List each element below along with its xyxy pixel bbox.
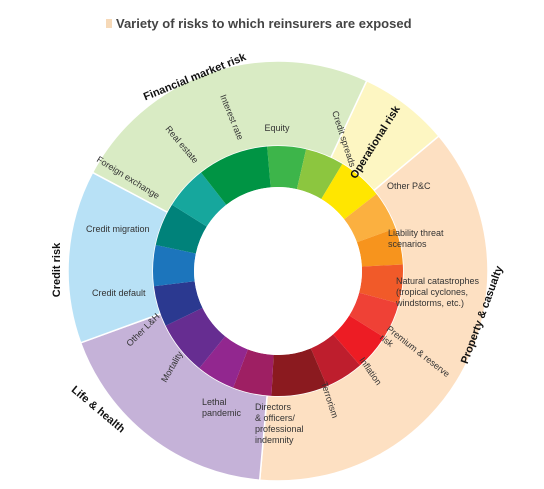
segment-label-liability: Liability threat scenarios [388, 228, 444, 249]
segment-label-credit-migration: Credit migration [86, 224, 150, 234]
segment-ring [153, 146, 404, 397]
segment-mortality [199, 336, 248, 388]
segment-label-lethal-pandemic: Lethal pandemic [202, 397, 242, 418]
center-hole [194, 187, 362, 355]
title-marker [106, 19, 112, 28]
segment-label-credit-default: Credit default [92, 288, 146, 298]
segment-terrorism [310, 334, 361, 387]
segment-label-natcat: Natural catastrophes (tropical cyclones, w… [395, 276, 480, 308]
segment-credit-migration [153, 245, 196, 287]
chart-title-text: Variety of risks to which reinsurers are… [116, 16, 412, 31]
segment-liability [356, 228, 403, 267]
segment-operational [321, 163, 377, 220]
segment-equity [267, 146, 307, 190]
segment-label-other-pc: Other P&C [387, 181, 431, 191]
segment-directors [271, 348, 327, 397]
segment-real-estate [171, 172, 227, 227]
segment-interest-rate [201, 146, 271, 205]
segment-credit-spreads [296, 149, 343, 199]
segment-premium-reserve [349, 292, 399, 338]
segment-foreign-exchange [155, 204, 207, 254]
segment-label-equity: Equity [264, 123, 290, 133]
segment-lethal-pandemic [233, 349, 274, 396]
segment-natcat [359, 264, 404, 304]
category-label-credit: Credit risk [51, 242, 63, 297]
segment-label-directors: Directors & officers/professional indemnit… [255, 402, 304, 445]
segment-other-lh [165, 307, 226, 369]
segment-credit-default [153, 281, 203, 326]
segment-other-pc [344, 194, 396, 243]
segment-inflation [333, 315, 385, 366]
chart-title: Variety of risks to which reinsurers are… [106, 16, 412, 31]
category-ring [67, 60, 489, 482]
